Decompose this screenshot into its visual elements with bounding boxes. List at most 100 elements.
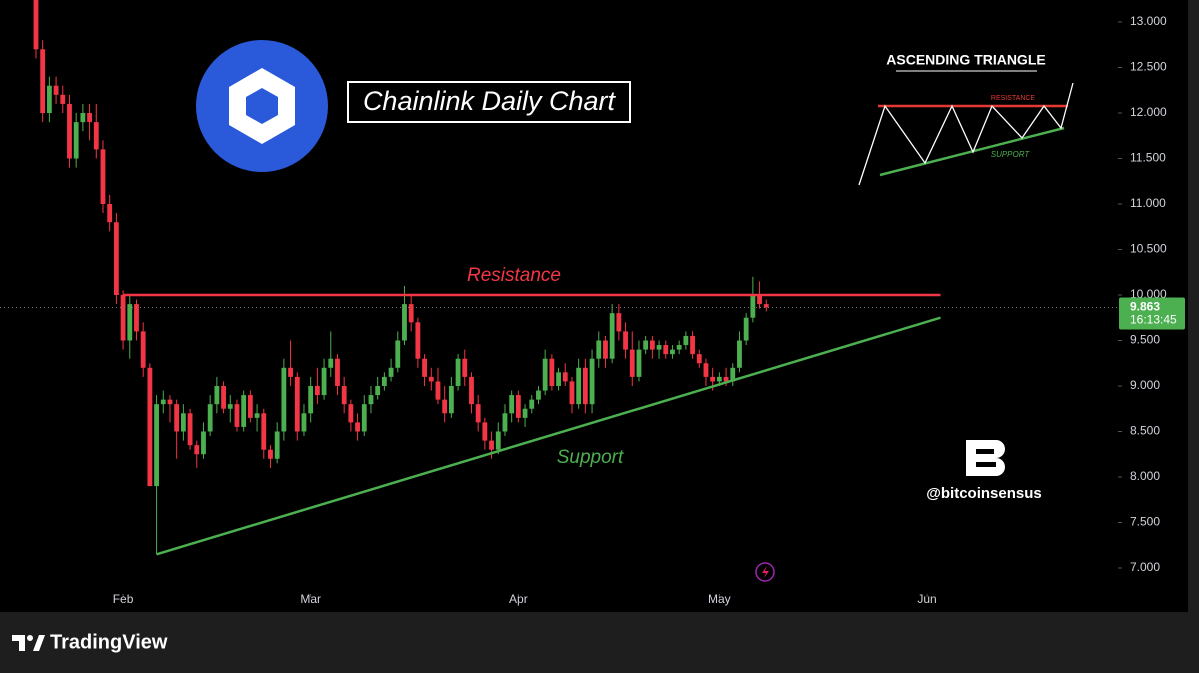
candle-body: [348, 404, 354, 423]
candle-body: [355, 422, 360, 432]
candle-body: [221, 385, 226, 409]
footer-bar: [0, 612, 1199, 673]
candle-body: [368, 395, 374, 405]
candle-body: [462, 358, 468, 377]
y-tick-label: 7.500: [1130, 515, 1160, 529]
lightning-icon: [755, 562, 775, 582]
candle-body: [589, 358, 595, 405]
candle-body: [33, 0, 39, 50]
candle-body: [482, 422, 488, 441]
title-box: [347, 81, 631, 123]
candle-body: [676, 345, 682, 350]
candle-body: [107, 204, 113, 223]
candle-body: [469, 376, 474, 405]
y-tick-label: 8.000: [1130, 469, 1160, 483]
candle-body: [268, 449, 273, 459]
candle-body: [428, 376, 434, 382]
y-tick-label: 11.500: [1130, 151, 1166, 165]
candle-body: [757, 295, 762, 305]
candle-body: [489, 440, 494, 450]
candle-body: [234, 404, 240, 427]
candle-body: [643, 340, 649, 350]
candle-body: [448, 385, 454, 414]
x-tick-label: May: [708, 592, 731, 606]
candle-body: [629, 349, 635, 377]
price-label-box: [1119, 297, 1185, 330]
chainlink-logo: [196, 40, 328, 172]
candle-body: [361, 404, 367, 432]
y-tick-label: 11.000: [1130, 196, 1166, 210]
candle-body: [241, 395, 247, 427]
candle-body: [670, 349, 675, 355]
candle-body: [60, 94, 66, 104]
candle-body: [422, 358, 427, 377]
candle-body: [442, 399, 448, 414]
candle-body: [710, 376, 716, 382]
inset-support: [879, 126, 1065, 177]
candle-body: [127, 304, 133, 341]
y-tick-label: 9.000: [1130, 378, 1160, 392]
inset-title: ASCENDING TRIANGLE: [886, 52, 1045, 68]
candle-body: [663, 345, 669, 355]
candle-body: [328, 358, 334, 368]
candle-body: [502, 413, 508, 432]
candle-body: [536, 390, 541, 400]
candle-body: [227, 404, 233, 409]
candle-body: [274, 431, 280, 459]
tradingview-logo: [12, 635, 45, 651]
candle-body: [415, 322, 421, 359]
candle-body: [214, 385, 220, 405]
candle-body: [80, 113, 86, 123]
candle-body: [53, 85, 59, 95]
candle-body: [522, 408, 528, 418]
candle-body: [100, 149, 106, 205]
trend-line-label: Resistance: [467, 265, 561, 286]
y-tick-label: 12.500: [1130, 60, 1167, 74]
candle-body: [395, 340, 401, 368]
candle-body: [690, 335, 695, 355]
candle-body: [294, 376, 300, 432]
candle-body: [435, 381, 441, 400]
plot-area: [33, 0, 769, 555]
candle-body: [113, 222, 119, 295]
candle-body: [703, 363, 709, 377]
candle-body: [120, 295, 126, 341]
y-tick-label: 10.500: [1130, 242, 1167, 256]
candle-body: [87, 113, 92, 123]
candle-body: [381, 376, 387, 386]
candle-body: [649, 340, 655, 350]
candle-body: [529, 399, 535, 409]
candle-body: [737, 340, 742, 368]
candle-body: [40, 49, 46, 114]
candle-body: [254, 413, 260, 418]
trend-line: [156, 316, 941, 556]
candle-body: [73, 122, 79, 159]
candle-body: [656, 345, 662, 350]
countdown: 16:13:45: [1130, 313, 1177, 327]
candle-body: [556, 372, 561, 386]
candle-body: [515, 395, 521, 418]
candle-body: [308, 385, 314, 414]
candle-body: [140, 331, 146, 368]
y-tick-label: 8.500: [1130, 424, 1160, 438]
candle-body: [569, 381, 575, 405]
candle-body: [730, 367, 736, 382]
candle-body: [455, 358, 461, 386]
candle-body: [509, 395, 515, 414]
candle-body: [301, 413, 307, 432]
candle-body: [609, 313, 615, 359]
inset-zigzag: [858, 82, 1074, 186]
candle-body: [495, 431, 501, 450]
candle-body: [636, 349, 642, 377]
candle-body: [542, 358, 548, 391]
candle-body: [616, 313, 622, 332]
candle-body: [67, 103, 72, 159]
chart-title: Chainlink Daily Chart: [363, 86, 617, 116]
candle-body: [549, 358, 555, 386]
candle-body: [93, 122, 99, 150]
candle-body: [562, 372, 568, 382]
inset-resistance-label: RESISTANCE: [991, 95, 1036, 102]
candle-body: [375, 385, 381, 396]
x-tick-label: Jun: [917, 592, 936, 606]
